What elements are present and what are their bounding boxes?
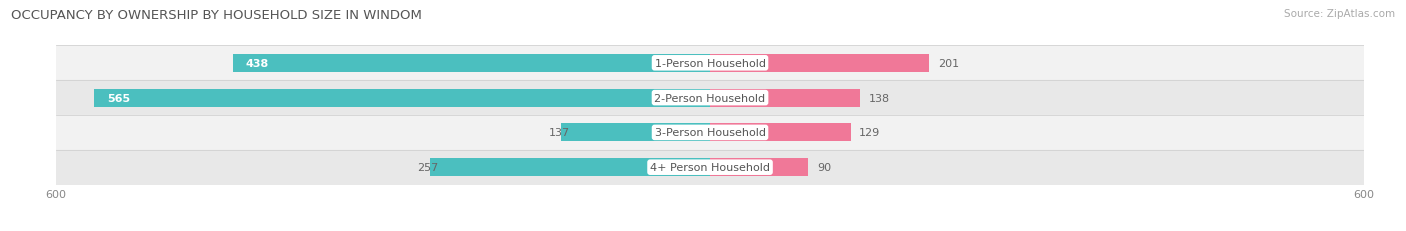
Bar	[56, 116, 1364, 150]
Bar	[710, 124, 851, 142]
Bar	[710, 158, 808, 176]
Text: 1-Person Household: 1-Person Household	[655, 58, 765, 69]
Bar	[94, 89, 710, 107]
Bar	[561, 124, 710, 142]
Text: 3-Person Household: 3-Person Household	[655, 128, 765, 138]
Text: 138: 138	[869, 93, 890, 103]
Text: 137: 137	[548, 128, 569, 138]
Text: 90: 90	[817, 162, 831, 173]
Bar	[710, 89, 860, 107]
Text: 129: 129	[859, 128, 880, 138]
Text: 4+ Person Household: 4+ Person Household	[650, 162, 770, 173]
Text: 201: 201	[938, 58, 959, 69]
Text: 565: 565	[107, 93, 131, 103]
Text: 2-Person Household: 2-Person Household	[654, 93, 766, 103]
Bar	[233, 55, 710, 73]
Text: 257: 257	[418, 162, 439, 173]
Text: OCCUPANCY BY OWNERSHIP BY HOUSEHOLD SIZE IN WINDOM: OCCUPANCY BY OWNERSHIP BY HOUSEHOLD SIZE…	[11, 9, 422, 22]
Bar	[56, 81, 1364, 116]
Bar	[56, 46, 1364, 81]
Bar	[710, 55, 929, 73]
Text: Source: ZipAtlas.com: Source: ZipAtlas.com	[1284, 9, 1395, 19]
Text: 438: 438	[246, 58, 269, 69]
Bar	[430, 158, 710, 176]
Bar	[56, 150, 1364, 185]
